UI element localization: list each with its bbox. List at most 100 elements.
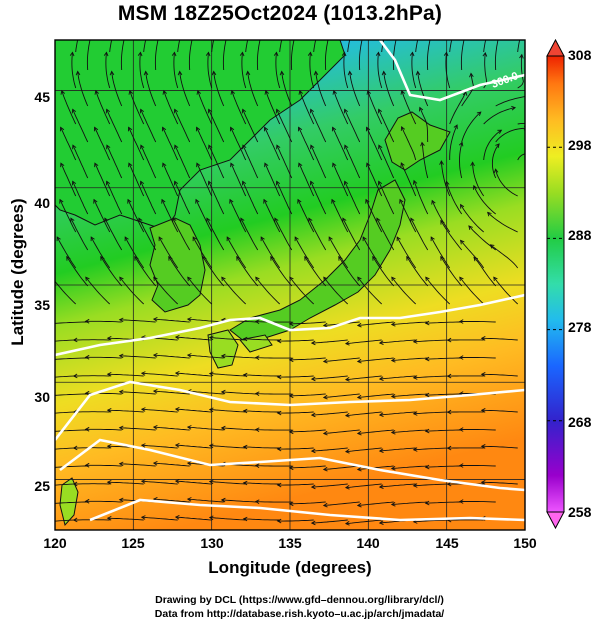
streamline (298, 163, 315, 197)
streamline-arrowhead (226, 236, 231, 242)
streamline-arrowhead (254, 463, 260, 468)
streamline-arrowhead (424, 320, 430, 326)
streamline (209, 481, 246, 485)
streamline (60, 127, 77, 161)
streamline-arrowhead (307, 51, 313, 57)
streamline (357, 321, 394, 326)
streamline-arrowhead (71, 180, 77, 186)
streamline (55, 375, 76, 378)
streamline-arrowhead (459, 276, 464, 282)
streamline-arrowhead (458, 499, 464, 504)
streamline (106, 145, 123, 179)
streamline-arrowhead (361, 34, 365, 38)
streamline (391, 357, 428, 362)
streamline-arrowhead (446, 481, 452, 487)
streamline (377, 52, 383, 89)
streamline (425, 501, 462, 504)
streamline-arrowhead (328, 236, 333, 242)
streamline-arrowhead (208, 335, 214, 341)
streamline (449, 124, 458, 160)
streamline-arrowhead (40, 412, 44, 416)
streamline (495, 127, 525, 143)
streamline (161, 199, 179, 233)
streamline (473, 257, 497, 287)
streamline (425, 465, 462, 468)
streamline-arrowhead (356, 466, 362, 472)
streamline (357, 501, 394, 506)
streamline-arrowhead (297, 198, 302, 204)
streamline-arrowhead (332, 89, 338, 95)
streamline-arrowhead (242, 144, 247, 150)
streamline-arrowhead (331, 126, 337, 132)
streamline (275, 52, 281, 89)
streamline-arrowhead (241, 108, 247, 114)
streamline-arrowhead (309, 180, 315, 186)
streamline (459, 321, 496, 323)
streamline-arrowhead (378, 412, 384, 418)
streamline-arrowhead (59, 126, 65, 132)
streamline-arrowhead (242, 408, 248, 414)
streamline (141, 372, 178, 377)
streamline (459, 429, 496, 431)
streamline (495, 169, 518, 197)
streamline-arrowhead (344, 377, 350, 382)
streamline (240, 218, 259, 251)
streamline (55, 411, 76, 414)
streamline-arrowhead (412, 375, 418, 380)
streamline (265, 90, 281, 125)
streamline-arrowhead (40, 376, 44, 380)
credit-drawing: Drawing by DCL (https://www.gfd–dennou.o… (155, 594, 444, 606)
streamline-arrowhead (390, 502, 396, 507)
streamline-arrowhead (343, 108, 349, 114)
streamline-arrowhead (487, 211, 492, 217)
streamline (209, 517, 246, 521)
streamline-arrowhead (186, 497, 192, 502)
streamline-arrowhead (310, 144, 315, 150)
streamline-arrowhead (322, 466, 328, 472)
streamline-arrowhead (362, 236, 367, 242)
streamline (311, 483, 348, 488)
streamline-arrowhead (391, 276, 396, 282)
streamline-arrowhead (106, 407, 112, 413)
streamline (140, 109, 157, 143)
streamline (255, 357, 292, 359)
streamline (196, 127, 213, 161)
streamline (206, 218, 225, 251)
streamline-arrowhead (242, 444, 248, 450)
streamline-arrowhead (229, 198, 234, 204)
streamline (129, 90, 145, 125)
streamline (100, 256, 123, 287)
streamline (277, 411, 314, 414)
streamline-arrowhead (469, 72, 474, 78)
streamline-arrowhead (276, 338, 282, 344)
streamline-arrowhead (275, 180, 281, 186)
streamline-arrowhead (425, 276, 430, 282)
streamline-arrowhead (192, 236, 197, 242)
streamline-arrowhead (186, 425, 192, 430)
streamline (277, 519, 314, 522)
streamline-arrowhead (400, 89, 406, 95)
streamline (343, 52, 349, 89)
streamline (425, 393, 462, 396)
streamline-arrowhead (470, 161, 475, 167)
streamline-arrowhead (378, 520, 384, 526)
streamline-arrowhead (440, 255, 445, 261)
streamline-arrowhead (343, 180, 349, 186)
streamline (357, 429, 394, 434)
streamline-arrowhead (276, 446, 282, 452)
streamline (145, 71, 157, 107)
streamline (297, 199, 315, 233)
streamline (310, 109, 327, 143)
streamline (372, 256, 395, 287)
streamline-arrowhead (276, 482, 282, 488)
streamline (221, 276, 247, 305)
streamline-arrowhead (406, 255, 411, 261)
streamline (140, 181, 157, 215)
land-honshu (229, 179, 406, 343)
streamline-arrowhead (186, 461, 192, 466)
streamline-arrowhead (460, 203, 465, 209)
streamline-arrowhead (254, 319, 260, 324)
streamline-arrowhead (177, 70, 183, 76)
streamline (209, 373, 246, 377)
